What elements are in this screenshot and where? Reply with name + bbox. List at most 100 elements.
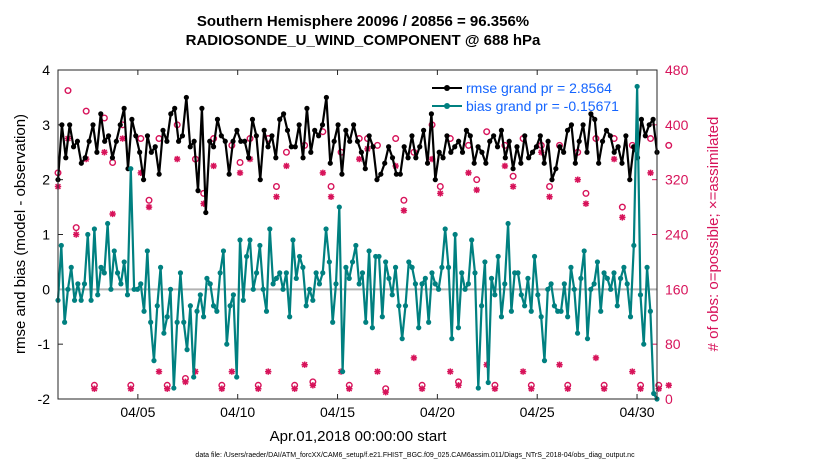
bias-point bbox=[515, 270, 521, 276]
bias-point bbox=[383, 259, 389, 265]
rmse-point bbox=[642, 133, 648, 139]
legend-rmse-marker bbox=[444, 85, 450, 91]
bias-point bbox=[330, 319, 336, 325]
obs-assimilated-marker bbox=[137, 169, 145, 177]
obs-assimilated-marker bbox=[437, 190, 444, 197]
rmse-point bbox=[623, 133, 629, 139]
rmse-point bbox=[584, 149, 590, 155]
bias-point bbox=[346, 275, 352, 281]
rmse-point bbox=[308, 149, 314, 155]
obs-possible-marker bbox=[546, 183, 554, 191]
rmse-point bbox=[133, 133, 139, 139]
obs-assimilated-marker bbox=[665, 382, 672, 389]
rmse-point bbox=[627, 177, 633, 183]
bias-point bbox=[164, 314, 170, 320]
rmse-point bbox=[522, 133, 528, 139]
rmse-point bbox=[230, 138, 236, 144]
bias-point bbox=[177, 270, 184, 276]
bias-point bbox=[154, 303, 160, 309]
rmse-point bbox=[607, 133, 613, 139]
bias-point bbox=[181, 319, 187, 325]
bias-point bbox=[65, 286, 71, 292]
rmse-point bbox=[183, 94, 189, 101]
bias-point bbox=[237, 237, 243, 243]
obs-assimilated-marker bbox=[528, 385, 535, 392]
obs-assimilated-marker bbox=[574, 176, 581, 183]
obs-assimilated-marker bbox=[538, 149, 545, 156]
x-tick-label: 04/30 bbox=[620, 404, 655, 420]
obs-assimilated-marker bbox=[447, 368, 454, 375]
bias-point bbox=[310, 297, 316, 303]
bias-point bbox=[111, 248, 117, 254]
bias-point bbox=[416, 325, 422, 331]
rmse-point bbox=[526, 155, 532, 161]
bias-point bbox=[392, 264, 399, 270]
rmse-point bbox=[90, 122, 96, 128]
obs-assimilated-marker bbox=[400, 207, 408, 214]
bias-point bbox=[479, 303, 485, 309]
rmse-point bbox=[312, 127, 318, 133]
x-tick-label: 04/25 bbox=[520, 404, 555, 420]
rmse-point bbox=[370, 144, 376, 150]
obs-assimilated-marker bbox=[410, 354, 418, 362]
y-tick-label: -1 bbox=[38, 336, 51, 352]
rmse-point bbox=[351, 122, 357, 128]
rmse-point bbox=[207, 138, 213, 144]
bias-point bbox=[349, 259, 356, 265]
obs-assimilated-marker bbox=[155, 368, 163, 375]
bias-point bbox=[257, 242, 263, 249]
rmse-point bbox=[86, 138, 92, 144]
bias-point bbox=[101, 270, 107, 276]
bias-point bbox=[290, 237, 296, 243]
bias-point bbox=[402, 303, 409, 309]
rmse-point bbox=[148, 149, 154, 155]
bias-point bbox=[197, 292, 203, 298]
bias-point bbox=[253, 270, 260, 276]
x-tick-label: 04/05 bbox=[120, 404, 155, 420]
bias-point bbox=[469, 237, 475, 243]
obs-assimilated-marker bbox=[291, 385, 298, 392]
bias-point bbox=[472, 270, 478, 276]
bias-point bbox=[624, 281, 630, 287]
bias-point bbox=[283, 270, 289, 276]
obs-assimilated-marker bbox=[356, 155, 363, 163]
bias-point bbox=[227, 303, 233, 309]
rmse-point bbox=[144, 133, 151, 139]
bias-point bbox=[88, 297, 94, 303]
bias-point bbox=[548, 281, 554, 287]
rmse-point bbox=[296, 122, 302, 128]
bias-point bbox=[608, 286, 614, 292]
obs-assimilated-marker bbox=[210, 162, 217, 170]
obs-assimilated-marker bbox=[501, 162, 509, 170]
obs-assimilated-marker bbox=[392, 162, 399, 170]
bias-point bbox=[161, 330, 167, 336]
rmse-point bbox=[82, 155, 88, 161]
bias-point bbox=[409, 264, 415, 270]
bias-point bbox=[531, 253, 538, 260]
bias-point bbox=[386, 275, 392, 281]
rmse-point bbox=[102, 138, 108, 144]
bias-point bbox=[429, 270, 435, 276]
rmse-point bbox=[335, 122, 341, 128]
bias-point bbox=[376, 253, 382, 260]
rmse-point bbox=[117, 122, 123, 128]
obs-possible-marker bbox=[483, 128, 491, 136]
bias-point bbox=[71, 297, 78, 303]
rmse-point bbox=[67, 122, 73, 128]
bias-point bbox=[379, 314, 385, 320]
bias-point bbox=[144, 248, 150, 254]
x-tick-label: 04/20 bbox=[420, 404, 455, 420]
rmse-point bbox=[74, 138, 81, 144]
rmse-point bbox=[440, 155, 446, 161]
rmse-point bbox=[603, 127, 610, 133]
bias-point bbox=[399, 336, 405, 342]
obs-assimilated-marker bbox=[109, 210, 116, 218]
rmse-point bbox=[397, 171, 403, 177]
rmse-point bbox=[615, 144, 621, 150]
bias-point bbox=[220, 248, 227, 254]
bias-point bbox=[505, 220, 511, 227]
bias-point bbox=[396, 303, 402, 309]
legend-bias-label: bias grand pr = -0.15671 bbox=[466, 98, 619, 114]
series-layer bbox=[55, 83, 660, 402]
y2-tick-label: 240 bbox=[665, 227, 689, 243]
